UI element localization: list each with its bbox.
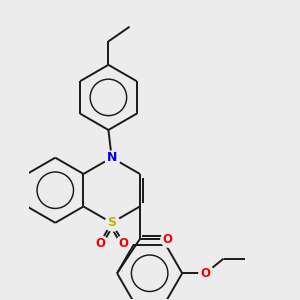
Text: N: N xyxy=(106,151,117,164)
Text: S: S xyxy=(107,216,116,229)
Text: O: O xyxy=(201,267,211,280)
Text: O: O xyxy=(118,237,128,250)
Text: O: O xyxy=(95,237,105,250)
Text: O: O xyxy=(163,232,172,246)
